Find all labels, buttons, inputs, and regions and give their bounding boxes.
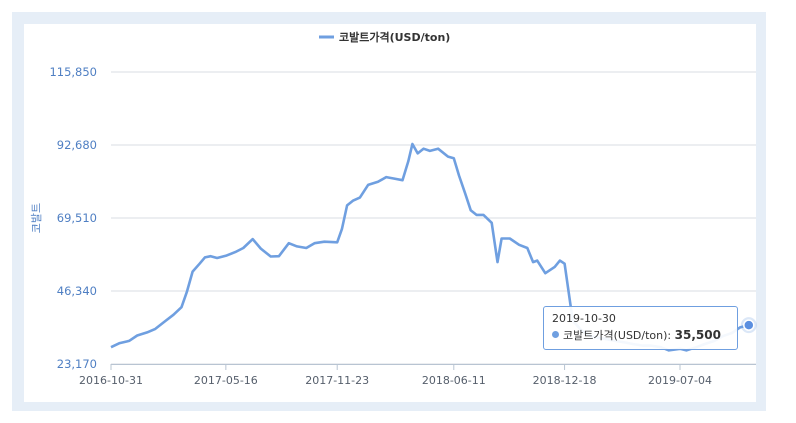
x-tick-label: 2017-11-23 — [305, 374, 369, 387]
legend-label[interactable]: 코발트가격(USD/ton) — [339, 30, 450, 44]
tooltip-date: 2019-10-30 — [552, 312, 616, 325]
x-tick-label: 2017-05-16 — [194, 374, 258, 387]
y-tick-label: 46,340 — [57, 284, 97, 298]
y-tick-label: 23,170 — [57, 357, 97, 371]
y-axis-label: 코발트 — [30, 203, 43, 233]
x-axis: 2016-10-31 2017-05-16 2017-11-23 2018-06-11… — [79, 364, 756, 387]
x-tick-label: 2018-06-11 — [422, 374, 486, 387]
x-tick-label: 2018-12-18 — [533, 374, 597, 387]
x-tick-label: 2016-10-31 — [79, 374, 143, 387]
y-tick-label: 115,850 — [49, 65, 97, 79]
data-point-highlight[interactable] — [743, 319, 755, 331]
tooltip-value: 35,500 — [674, 328, 721, 342]
tooltip-row: 코발트가격(USD/ton): 35,500 — [552, 326, 729, 345]
tooltip-series-name: 코발트가격(USD/ton) — [563, 329, 668, 342]
x-tick-label: 2019-07-04 — [648, 374, 712, 387]
tooltip-dot — [552, 331, 559, 338]
y-tick-label: 69,510 — [57, 211, 97, 225]
chart-tooltip: 2019-10-30 코발트가격(USD/ton): 35,500 — [543, 306, 738, 350]
y-tick-label: 92,680 — [57, 138, 97, 152]
hover-marker[interactable] — [740, 317, 757, 334]
y-axis-ticks: 115,850 92,680 69,510 46,340 23,170 — [49, 65, 97, 371]
legend[interactable]: 코발트가격(USD/ton) — [319, 30, 450, 44]
